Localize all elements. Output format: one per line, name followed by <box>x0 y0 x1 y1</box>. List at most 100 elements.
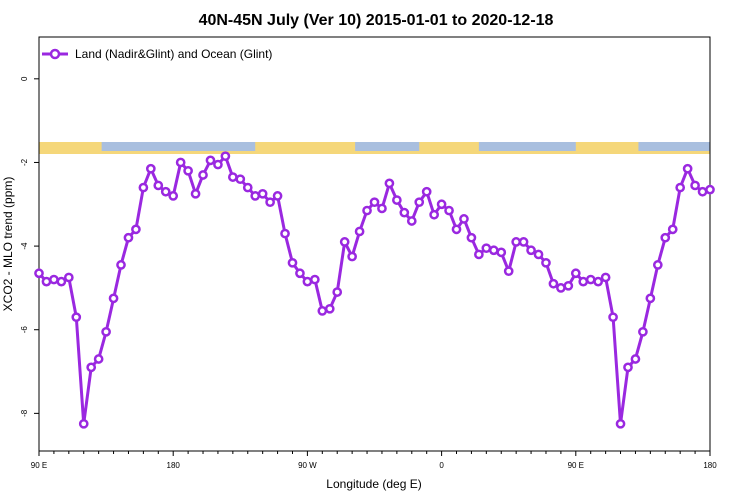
data-point <box>123 232 134 243</box>
data-point <box>444 205 454 216</box>
y-tick-label: -4 <box>20 242 29 250</box>
data-point <box>593 276 604 287</box>
data-point <box>250 191 261 201</box>
y-tick-label: -6 <box>20 326 29 334</box>
data-point <box>272 191 283 201</box>
data-point <box>690 180 700 191</box>
data-point <box>265 197 275 208</box>
data-point <box>451 224 462 235</box>
series-layer <box>34 151 715 429</box>
data-point <box>556 283 566 293</box>
data-point <box>213 159 223 170</box>
data-point <box>145 163 156 174</box>
x-tick-label: 180 <box>167 461 181 470</box>
data-point <box>116 260 126 270</box>
data-point <box>310 274 320 285</box>
data-point <box>436 199 447 210</box>
data-point <box>86 362 97 373</box>
data-point <box>474 249 484 260</box>
data-point <box>392 195 402 205</box>
legend-marker <box>49 48 61 60</box>
data-point <box>384 178 395 189</box>
data-point <box>242 182 253 193</box>
data-point <box>578 276 589 287</box>
legend: Land (Nadir&Glint) and Ocean (Glint) <box>42 47 272 61</box>
data-point <box>56 276 67 287</box>
data-point <box>354 226 365 237</box>
data-point <box>369 197 380 208</box>
data-point <box>34 268 44 279</box>
data-point <box>660 232 671 243</box>
data-point <box>570 268 581 279</box>
data-point <box>280 228 290 239</box>
plot-frame <box>38 36 711 452</box>
data-point <box>421 186 432 197</box>
data-point <box>414 197 425 208</box>
data-point <box>168 191 179 201</box>
data-point <box>78 418 89 429</box>
data-point <box>406 216 417 226</box>
data-point <box>608 312 618 323</box>
x-tick-label: 90 W <box>298 461 317 470</box>
y-axis-label: XCO2 - MLO trend (ppm) <box>1 177 15 312</box>
data-point <box>183 165 193 176</box>
data-point <box>503 266 514 277</box>
data-point <box>220 151 231 162</box>
data-point <box>705 184 715 195</box>
x-tick-label: 180 <box>703 461 717 470</box>
data-point <box>526 245 536 256</box>
data-point <box>324 303 335 314</box>
data-point <box>697 186 708 197</box>
data-point <box>63 272 74 283</box>
data-point <box>317 306 328 316</box>
data-point <box>235 174 246 185</box>
data-point <box>511 237 522 247</box>
data-point <box>362 205 372 216</box>
data-point <box>131 224 141 235</box>
legend-label: Land (Nadir&Glint) and Ocean (Glint) <box>75 47 272 61</box>
data-point <box>287 257 298 268</box>
data-point <box>347 251 357 262</box>
data-point <box>198 170 208 180</box>
data-point <box>630 354 641 364</box>
data-point <box>496 247 507 258</box>
data-point <box>623 362 633 373</box>
data-point <box>645 293 656 304</box>
data-point <box>600 272 611 283</box>
data-point <box>667 224 678 235</box>
chart-title: 40N-45N July (Ver 10) 2015-01-01 to 2020… <box>199 12 554 29</box>
data-point <box>49 274 59 285</box>
data-point <box>332 287 343 297</box>
land-ocean-strip <box>39 142 710 154</box>
data-point <box>548 278 559 289</box>
data-point <box>518 237 529 247</box>
y-tick-label: -8 <box>20 409 29 417</box>
data-point <box>675 182 686 193</box>
data-point <box>459 214 469 224</box>
data-point <box>190 188 201 199</box>
data-point <box>585 274 596 285</box>
data-point <box>652 260 663 270</box>
data-point <box>339 237 350 247</box>
data-point <box>227 172 238 182</box>
data-point <box>257 188 268 199</box>
data-point <box>488 245 499 256</box>
data-point <box>541 257 551 268</box>
data-point <box>160 186 171 197</box>
data-point <box>153 180 164 191</box>
data-point <box>302 276 313 287</box>
x-tick-label: 90 E <box>31 461 47 470</box>
data-point <box>429 209 439 220</box>
data-point <box>533 249 544 260</box>
data-point <box>466 232 477 243</box>
data-point <box>563 280 574 291</box>
data-point <box>101 326 111 337</box>
data-point <box>377 203 387 214</box>
data-point <box>481 243 492 254</box>
y-tick-label: -2 <box>20 158 29 166</box>
data-point <box>71 312 82 323</box>
series-line <box>37 154 711 426</box>
data-point <box>41 276 52 287</box>
x-tick-label: 90 E <box>568 461 584 470</box>
